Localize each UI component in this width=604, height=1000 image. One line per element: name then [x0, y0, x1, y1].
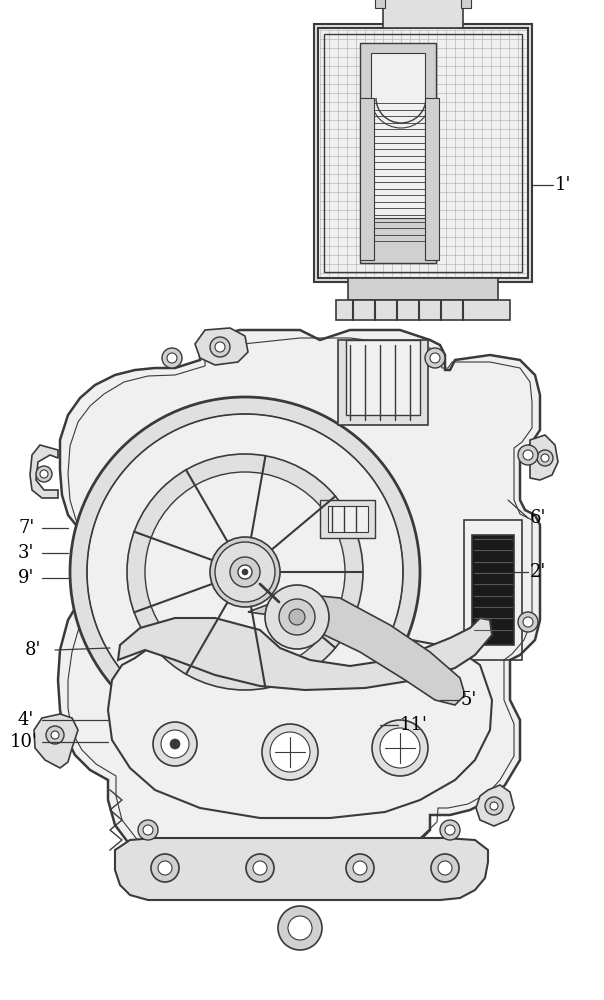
- Circle shape: [438, 861, 452, 875]
- Circle shape: [246, 854, 274, 882]
- Circle shape: [289, 609, 305, 625]
- Text: 2': 2': [530, 563, 546, 581]
- Bar: [348, 278, 498, 300]
- Polygon shape: [118, 618, 492, 690]
- Text: 4': 4': [18, 711, 34, 729]
- Circle shape: [523, 450, 533, 460]
- Bar: [360, 98, 374, 260]
- Bar: [346, 340, 420, 415]
- Polygon shape: [115, 838, 488, 900]
- Bar: [371, 53, 425, 218]
- Bar: [320, 500, 375, 538]
- Circle shape: [346, 854, 374, 882]
- Circle shape: [440, 820, 460, 840]
- Bar: [375, 0, 385, 8]
- Bar: [383, 0, 463, 28]
- Circle shape: [523, 617, 533, 627]
- Bar: [324, 34, 522, 272]
- Circle shape: [36, 466, 52, 482]
- Circle shape: [138, 820, 158, 840]
- Text: 5': 5': [460, 691, 476, 709]
- Text: 3': 3': [18, 544, 34, 562]
- Text: 6': 6': [530, 509, 547, 527]
- Polygon shape: [248, 595, 465, 705]
- Circle shape: [380, 728, 420, 768]
- Circle shape: [518, 445, 538, 465]
- Circle shape: [279, 599, 315, 635]
- Circle shape: [161, 730, 189, 758]
- Circle shape: [210, 337, 230, 357]
- Circle shape: [143, 825, 153, 835]
- Circle shape: [238, 565, 252, 579]
- Circle shape: [158, 861, 172, 875]
- Circle shape: [127, 454, 363, 690]
- Circle shape: [445, 825, 455, 835]
- Text: 1': 1': [555, 176, 571, 194]
- Text: 10': 10': [10, 733, 38, 751]
- Circle shape: [518, 612, 538, 632]
- Text: 7': 7': [18, 519, 34, 537]
- Circle shape: [215, 542, 275, 602]
- Circle shape: [230, 557, 260, 587]
- Circle shape: [372, 720, 428, 776]
- Circle shape: [541, 454, 549, 462]
- Circle shape: [167, 353, 177, 363]
- Circle shape: [278, 906, 322, 950]
- Circle shape: [40, 470, 48, 478]
- Polygon shape: [195, 328, 248, 365]
- Polygon shape: [30, 445, 58, 498]
- Bar: [338, 340, 428, 425]
- Circle shape: [353, 861, 367, 875]
- Circle shape: [490, 802, 498, 810]
- Circle shape: [145, 472, 345, 672]
- Circle shape: [265, 585, 329, 649]
- Circle shape: [210, 537, 280, 607]
- Bar: [425, 98, 439, 260]
- Bar: [314, 24, 532, 282]
- Circle shape: [162, 348, 182, 368]
- Circle shape: [262, 724, 318, 780]
- Bar: [318, 28, 528, 278]
- Polygon shape: [108, 630, 492, 818]
- Text: 8': 8': [25, 641, 42, 659]
- Circle shape: [46, 726, 64, 744]
- Bar: [464, 520, 522, 660]
- Bar: [336, 300, 510, 320]
- Circle shape: [87, 414, 403, 730]
- Polygon shape: [530, 435, 558, 480]
- Bar: [360, 43, 436, 263]
- Circle shape: [425, 348, 445, 368]
- Bar: [461, 0, 471, 8]
- Circle shape: [431, 854, 459, 882]
- Circle shape: [242, 569, 248, 575]
- Bar: [328, 506, 368, 532]
- Circle shape: [153, 722, 197, 766]
- Bar: [472, 535, 514, 645]
- Circle shape: [215, 342, 225, 352]
- Polygon shape: [34, 714, 78, 768]
- Circle shape: [430, 353, 440, 363]
- Text: 11': 11': [400, 716, 428, 734]
- Circle shape: [537, 450, 553, 466]
- Circle shape: [70, 397, 420, 747]
- Polygon shape: [476, 785, 514, 826]
- Circle shape: [151, 854, 179, 882]
- Circle shape: [485, 797, 503, 815]
- Circle shape: [170, 739, 180, 749]
- Text: 9': 9': [18, 569, 34, 587]
- Circle shape: [288, 916, 312, 940]
- Polygon shape: [58, 330, 540, 875]
- Circle shape: [51, 731, 59, 739]
- Circle shape: [270, 732, 310, 772]
- Circle shape: [253, 861, 267, 875]
